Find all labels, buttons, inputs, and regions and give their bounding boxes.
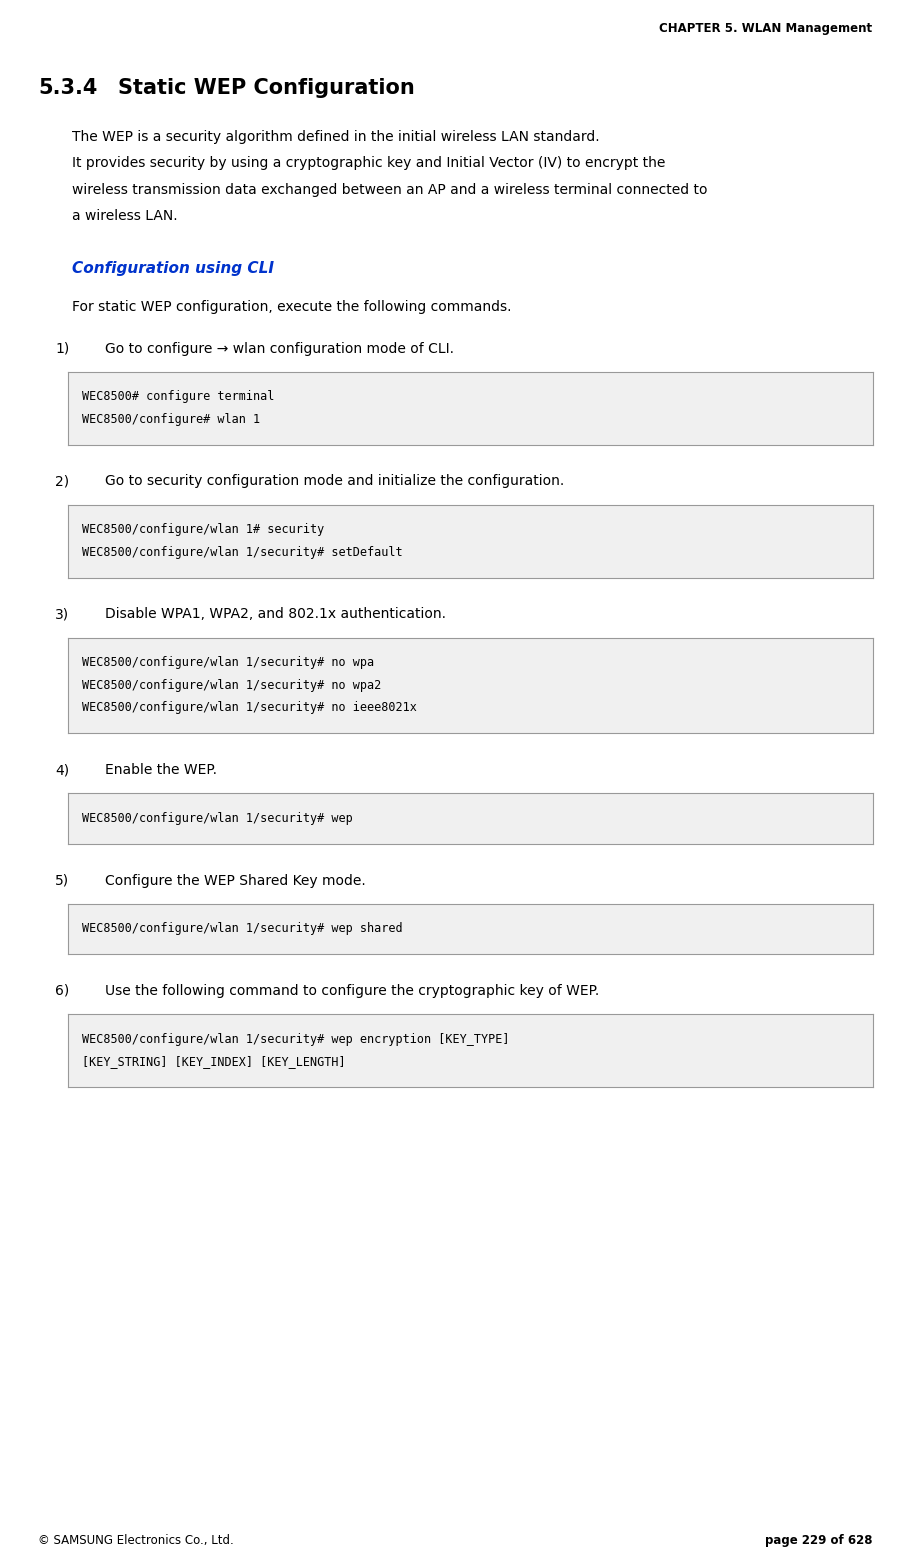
- Text: Static WEP Configuration: Static WEP Configuration: [118, 78, 415, 99]
- Text: Configuration using CLI: Configuration using CLI: [72, 261, 274, 277]
- Text: [KEY_STRING] [KEY_INDEX] [KEY_LENGTH]: [KEY_STRING] [KEY_INDEX] [KEY_LENGTH]: [82, 1055, 346, 1069]
- Text: 1): 1): [55, 341, 69, 355]
- Text: 5): 5): [55, 873, 69, 887]
- Text: WEC8500/configure/wlan 1/security# wep shared: WEC8500/configure/wlan 1/security# wep s…: [82, 922, 403, 936]
- Text: Go to security configuration mode and initialize the configuration.: Go to security configuration mode and in…: [105, 474, 564, 488]
- Text: 3): 3): [55, 607, 69, 621]
- Text: page 229 of 628: page 229 of 628: [764, 1534, 872, 1546]
- Text: The WEP is a security algorithm defined in the initial wireless LAN standard.: The WEP is a security algorithm defined …: [72, 130, 599, 144]
- Text: WEC8500/configure/wlan 1/security# wep: WEC8500/configure/wlan 1/security# wep: [82, 812, 353, 825]
- Text: WEC8500/configure/wlan 1/security# setDefault: WEC8500/configure/wlan 1/security# setDe…: [82, 546, 403, 559]
- Text: WEC8500/configure/wlan 1/security# no wpa2: WEC8500/configure/wlan 1/security# no wp…: [82, 679, 382, 692]
- Text: Use the following command to configure the cryptographic key of WEP.: Use the following command to configure t…: [105, 984, 599, 998]
- Text: Disable WPA1, WPA2, and 802.1x authentication.: Disable WPA1, WPA2, and 802.1x authentic…: [105, 607, 446, 621]
- Text: 4): 4): [55, 764, 69, 776]
- Text: 6): 6): [55, 984, 69, 998]
- Text: wireless transmission data exchanged between an AP and a wireless terminal conne: wireless transmission data exchanged bet…: [72, 183, 707, 197]
- Text: WEC8500# configure terminal: WEC8500# configure terminal: [82, 390, 275, 404]
- Text: © SAMSUNG Electronics Co., Ltd.: © SAMSUNG Electronics Co., Ltd.: [38, 1534, 234, 1546]
- Text: 2): 2): [55, 474, 69, 488]
- Text: It provides security by using a cryptographic key and Initial Vector (IV) to enc: It provides security by using a cryptogr…: [72, 156, 666, 171]
- Text: WEC8500/configure# wlan 1: WEC8500/configure# wlan 1: [82, 413, 261, 426]
- Text: WEC8500/configure/wlan 1/security# no ieee8021x: WEC8500/configure/wlan 1/security# no ie…: [82, 701, 418, 714]
- Text: WEC8500/configure/wlan 1# security: WEC8500/configure/wlan 1# security: [82, 523, 325, 537]
- Text: CHAPTER 5. WLAN Management: CHAPTER 5. WLAN Management: [659, 22, 872, 34]
- Text: WEC8500/configure/wlan 1/security# no wpa: WEC8500/configure/wlan 1/security# no wp…: [82, 656, 374, 670]
- Text: Configure the WEP Shared Key mode.: Configure the WEP Shared Key mode.: [105, 873, 366, 887]
- Text: Go to configure → wlan configuration mode of CLI.: Go to configure → wlan configuration mod…: [105, 341, 454, 355]
- Text: 5.3.4: 5.3.4: [38, 78, 98, 99]
- Text: Enable the WEP.: Enable the WEP.: [105, 764, 217, 776]
- Text: For static WEP configuration, execute the following commands.: For static WEP configuration, execute th…: [72, 299, 512, 313]
- Text: a wireless LAN.: a wireless LAN.: [72, 210, 178, 224]
- Text: WEC8500/configure/wlan 1/security# wep encryption [KEY_TYPE]: WEC8500/configure/wlan 1/security# wep e…: [82, 1033, 510, 1045]
